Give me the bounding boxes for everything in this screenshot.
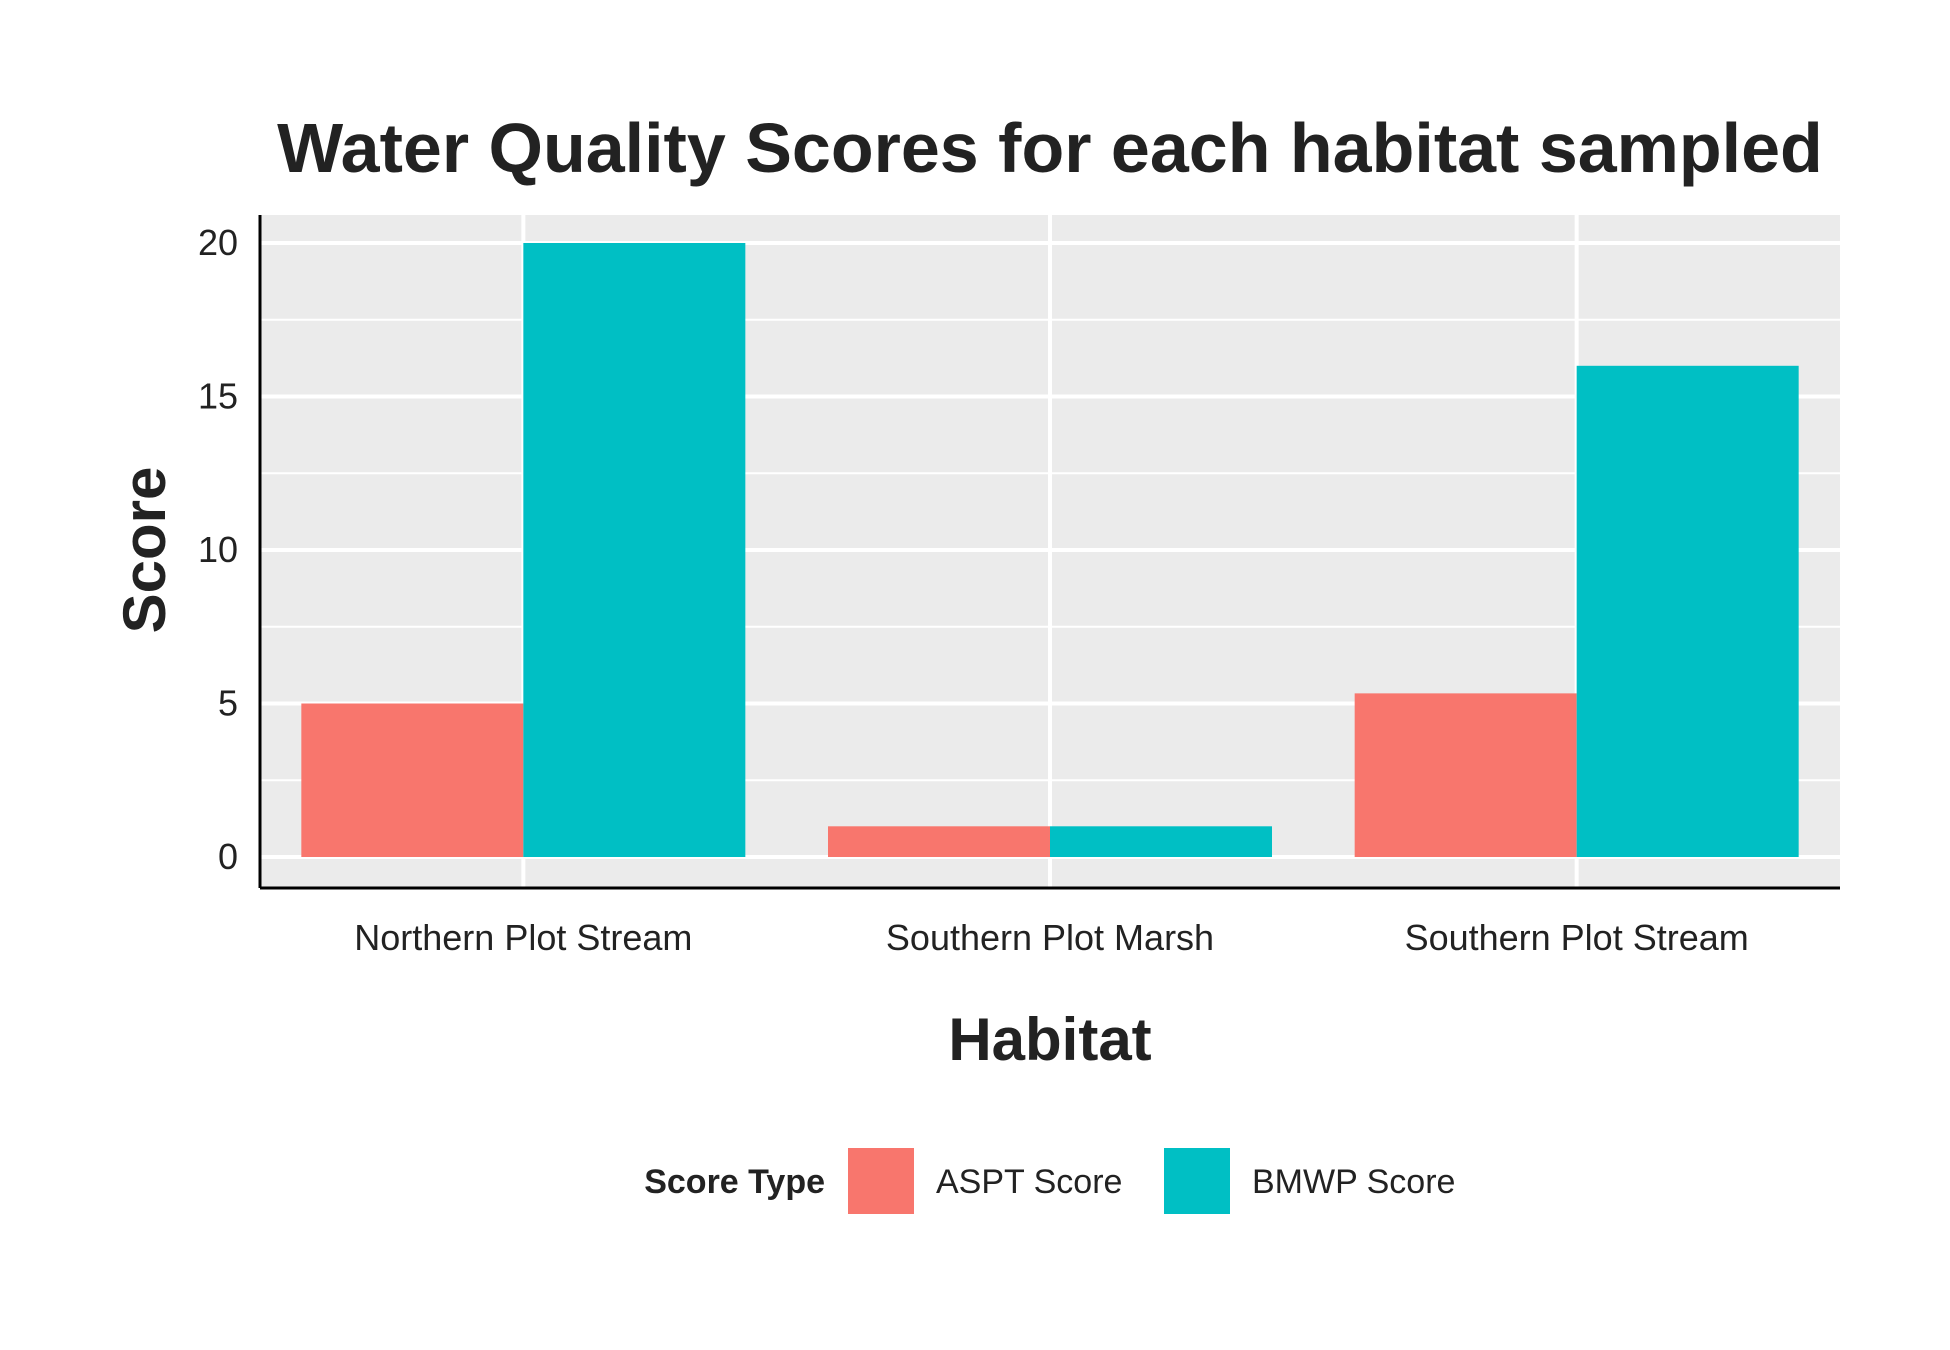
y-tick-label: 5 (218, 683, 238, 724)
x-tick-label: Northern Plot Stream (354, 917, 692, 958)
y-tick-label: 20 (198, 222, 238, 263)
y-tick-label: 15 (198, 376, 238, 417)
bars (301, 243, 1799, 857)
bar-aspt-score-2 (1354, 693, 1577, 857)
bar-bmwp-score-0 (523, 243, 746, 857)
y-tick-label: 0 (218, 836, 238, 877)
x-ticks: Northern Plot Stream Southern Plot Marsh S… (354, 917, 1748, 958)
legend-label-0: ASPT Score (936, 1163, 1122, 1201)
x-tick-label: Southern Plot Stream (1405, 917, 1749, 958)
legend-title: Score Type (644, 1163, 825, 1201)
bar-aspt-score-1 (828, 826, 1050, 857)
bar-bmwp-score-1 (1050, 826, 1272, 857)
chart-title: Water Quality Scores for each habitat sa… (277, 109, 1823, 187)
legend-label-1: BMWP Score (1252, 1163, 1455, 1201)
x-tick-label: Southern Plot Marsh (886, 917, 1214, 958)
y-axis-title: Score (111, 467, 178, 634)
bar-bmwp-score-2 (1576, 365, 1799, 857)
y-ticks: 0 5 10 15 20 (198, 222, 238, 877)
legend: Score Type ASPT Score BMWP Score (644, 1148, 1455, 1214)
legend-key-0 (848, 1148, 914, 1214)
bar-aspt-score-0 (301, 703, 524, 857)
x-axis-title: Habitat (948, 1006, 1151, 1073)
y-tick-label: 10 (198, 529, 238, 570)
legend-key-1 (1164, 1148, 1230, 1214)
